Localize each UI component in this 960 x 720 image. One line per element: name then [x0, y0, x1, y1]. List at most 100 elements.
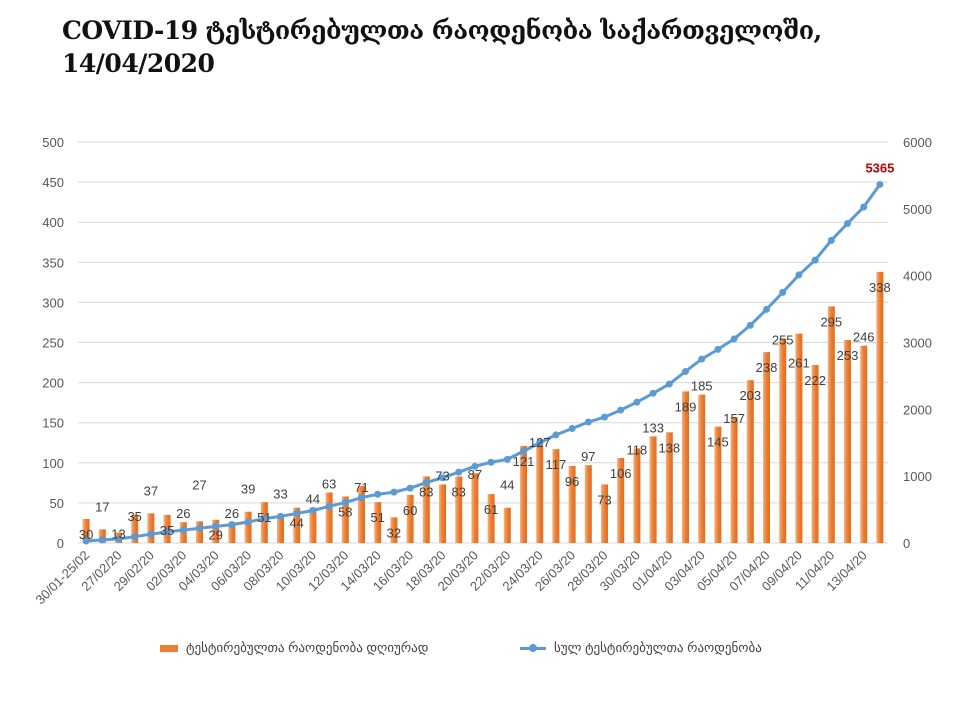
bar-data-label: 238: [756, 360, 778, 375]
total-point: [293, 509, 301, 517]
total-point: [422, 479, 430, 487]
total-data-label: 5365: [865, 160, 894, 175]
bar: [536, 441, 544, 543]
total-point: [260, 515, 268, 523]
bar-data-label: 138: [658, 440, 680, 455]
bar-data-label: 87: [468, 467, 482, 482]
total-point: [244, 518, 252, 526]
total-point: [212, 522, 220, 530]
bar: [455, 476, 463, 543]
total-point: [698, 355, 706, 363]
bar: [665, 432, 673, 543]
bar: [568, 466, 576, 543]
bar: [601, 484, 608, 543]
bar: [763, 352, 770, 543]
bar-data-label: 58: [338, 504, 352, 519]
total-point: [309, 507, 317, 515]
bar: [212, 519, 220, 543]
bar: [876, 271, 884, 543]
legend-label-daily: ტესტირებულთა რაოდენობა დღიურად: [186, 640, 429, 655]
total-point: [665, 380, 673, 388]
left-axis-tick: 300: [42, 295, 64, 310]
bar-data-label: 83: [451, 484, 465, 499]
total-point: [763, 305, 770, 313]
bar-data-label: 118: [627, 442, 648, 457]
total-point: [795, 271, 803, 279]
total-point: [131, 533, 139, 541]
total-point: [358, 494, 365, 502]
total-point: [471, 462, 479, 470]
bar-data-label: 106: [610, 466, 632, 481]
bar-data-label: 13: [111, 527, 125, 542]
bar: [552, 449, 560, 543]
bar: [520, 445, 527, 543]
bar: [422, 476, 430, 543]
bar-data-label: 185: [691, 379, 713, 394]
bar-data-label: 44: [500, 478, 514, 493]
right-axis-tick: 6000: [903, 135, 932, 150]
bar: [131, 514, 139, 543]
bar-data-label: 30: [79, 527, 93, 542]
chart-title: COVID-19 ტესტირებულთა რაოდენობა საქართვე…: [62, 16, 822, 78]
bar-data-label: 338: [869, 280, 891, 295]
total-point: [406, 484, 414, 492]
legend-item-daily: ტესტირებულთა რაოდენობა დღიურად: [160, 640, 428, 656]
total-point: [730, 335, 738, 343]
total-point: [487, 458, 495, 466]
bar: [358, 486, 365, 543]
left-axis-tick: 200: [42, 376, 64, 391]
bar-data-label: 255: [772, 332, 794, 347]
total-point: [633, 398, 641, 406]
total-point: [115, 535, 122, 543]
left-axis-tick: 500: [42, 135, 64, 150]
bar: [341, 496, 349, 543]
total-point: [520, 447, 527, 455]
bar-data-label: 71: [354, 480, 368, 495]
total-point: [860, 203, 868, 211]
total-point: [746, 321, 754, 329]
bar-data-label: 63: [322, 476, 336, 491]
total-point: [536, 439, 544, 447]
total-point: [325, 502, 333, 510]
total-point: [277, 512, 284, 520]
total-point: [601, 413, 608, 421]
legend-label-total: სულ ტესტირებულთა რაოდენობა: [554, 640, 762, 655]
bar-data-label: 51: [257, 510, 271, 525]
bar: [147, 513, 155, 543]
bar-data-label: 133: [642, 420, 664, 435]
total-point: [147, 530, 155, 538]
bar-data-label: 32: [387, 525, 401, 540]
bar-data-label: 295: [820, 314, 842, 329]
left-axis-tick: 250: [42, 336, 64, 351]
bar-data-label: 145: [707, 435, 729, 450]
bar: [196, 521, 203, 543]
bar: [633, 448, 641, 543]
bar-data-label: 83: [419, 484, 433, 499]
bar-data-label: 33: [273, 487, 287, 502]
total-point: [82, 537, 90, 545]
bar: [617, 457, 625, 543]
legend-line-swatch-icon: [520, 643, 546, 652]
bar-data-label: 73: [435, 468, 449, 483]
bar: [503, 507, 511, 543]
legend-bar-swatch-icon: [160, 644, 178, 652]
right-axis-tick: 4000: [903, 269, 932, 284]
legend-item-total: სულ ტესტირებულთა რაოდენობა: [520, 640, 762, 656]
bar: [293, 507, 301, 543]
bar: [487, 494, 495, 543]
bar: [811, 364, 819, 543]
right-axis-tick: 3000: [903, 336, 932, 351]
bar: [682, 391, 689, 543]
bar-data-label: 253: [837, 348, 859, 363]
bar: [244, 511, 252, 543]
left-axis-tick: 350: [42, 255, 64, 270]
bar: [374, 502, 382, 543]
total-point: [584, 418, 592, 426]
left-axis-tick: 450: [42, 175, 64, 190]
bar-data-label: 117: [546, 457, 567, 472]
bar-data-label: 61: [484, 502, 498, 517]
bar: [228, 522, 236, 543]
bar: [844, 340, 851, 543]
bar: [827, 306, 835, 543]
